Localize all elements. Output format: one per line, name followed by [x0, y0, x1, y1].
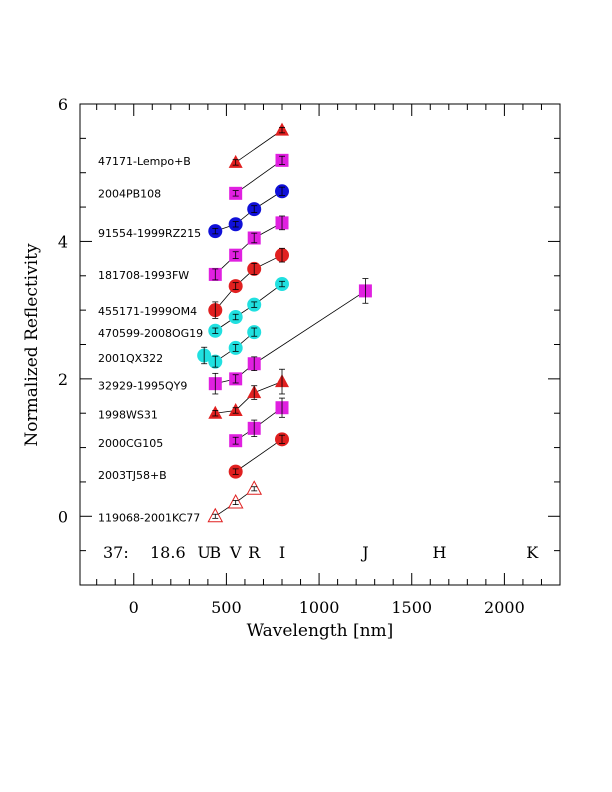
annotation-mid: 18.6	[150, 543, 186, 562]
series-label: 1998WS31	[98, 409, 158, 422]
series-line-segment	[235, 438, 283, 472]
series-label: 2003TJ58+B	[98, 469, 167, 482]
band-label: U	[197, 543, 210, 562]
series-label: 91554-1999RZ215	[98, 227, 201, 240]
series-layer: 47171-Lempo+B 2004PB108 91554-1999RZ215 181…	[98, 122, 372, 525]
series-label: 2000CG105	[98, 437, 163, 450]
x-tick-label: 0	[129, 598, 139, 617]
y-tick-label: 0	[58, 507, 68, 526]
series: 455171-1999OM4	[98, 247, 290, 319]
series: 91554-1999RZ215	[98, 184, 290, 240]
axis-ticks	[80, 103, 560, 585]
x-axis-label: Wavelength [nm]	[247, 621, 394, 641]
x-tick-label: 1500	[391, 598, 432, 617]
series: 2000CG105	[98, 397, 289, 450]
band-label: V	[229, 543, 242, 562]
series-label: 470599-2008OG19	[98, 327, 203, 340]
series: 47171-Lempo+B	[98, 122, 290, 168]
series-label: 455171-1999OM4	[98, 305, 197, 318]
series-line-segment	[235, 129, 283, 163]
band-label: J	[360, 543, 368, 562]
series-label: 2001QX322	[98, 352, 163, 365]
series: 2001QX322	[98, 325, 262, 369]
series: 2003TJ58+B	[98, 432, 290, 482]
series-label: 181708-1993FW	[98, 269, 189, 282]
series-label: 119068-2001KC77	[98, 512, 200, 525]
axis-tick-labels: 0 500 1000 1500 2000 0 2 4 6	[58, 95, 525, 617]
series: 1998WS31	[98, 368, 290, 422]
series: 2004PB108	[98, 153, 289, 200]
series: 119068-2001KC77	[98, 480, 263, 525]
series-line-segment	[253, 290, 366, 365]
series: 32929-1995QY9	[98, 278, 372, 395]
x-tick-label: 2000	[484, 598, 525, 617]
band-annotation: 37: 18.6 UB V R I J H K	[103, 543, 539, 562]
y-tick-label: 6	[58, 95, 68, 114]
series-line-segment	[235, 160, 283, 194]
band-label: H	[433, 543, 447, 562]
annotation-left: 37:	[103, 543, 129, 562]
series-label: 2004PB108	[98, 187, 161, 200]
y-axis-label: Normalized Reflectivity	[22, 243, 42, 447]
y-tick-label: 2	[58, 370, 68, 389]
series: 470599-2008OG19	[98, 277, 290, 340]
y-tick-label: 4	[58, 232, 68, 251]
x-tick-label: 500	[211, 598, 242, 617]
band-label: I	[279, 543, 285, 562]
x-tick-label: 1000	[299, 598, 340, 617]
series: 181708-1993FW	[98, 215, 289, 282]
series-label: 47171-Lempo+B	[98, 155, 191, 168]
band-label: R	[248, 543, 261, 562]
band-label: K	[526, 543, 539, 562]
series-label: 32929-1995QY9	[98, 380, 187, 393]
band-label: B	[209, 543, 221, 562]
